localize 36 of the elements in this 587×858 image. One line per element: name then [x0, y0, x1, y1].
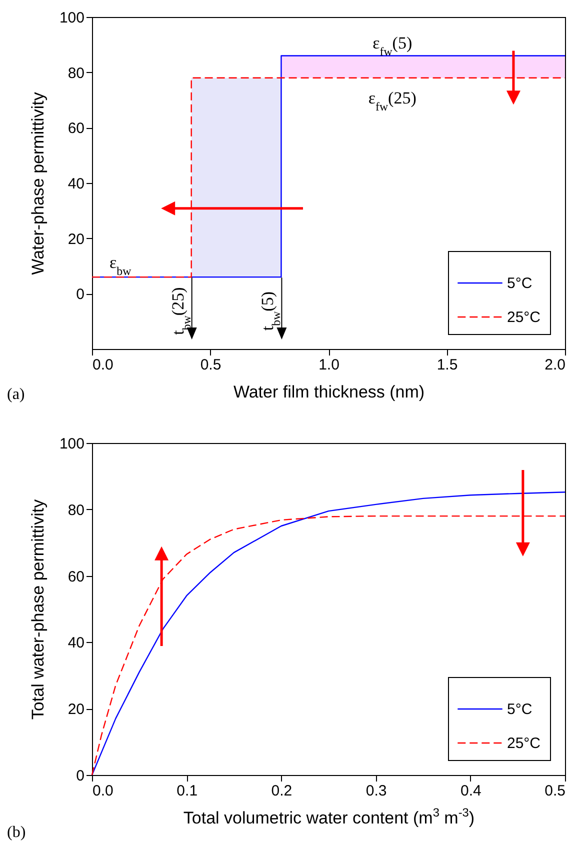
x-tick-label: 0.0 [92, 782, 114, 800]
x-tick-label: 0.2 [271, 782, 292, 800]
y-tick-label: 100 [59, 10, 84, 26]
y-tick-label: 80 [68, 64, 84, 82]
x-tick-label: 0.4 [460, 782, 482, 800]
y-tick-label: 20 [68, 701, 84, 718]
y-tick-label: 20 [68, 230, 84, 248]
annotation: ε$_{fw}$(25) [368, 88, 416, 114]
x-tick-label: 0.0 [92, 356, 114, 374]
y-tick-label: 40 [68, 176, 84, 192]
y-tick-label: 100 [59, 436, 84, 452]
y-tick-label: 40 [68, 634, 84, 652]
y-tick-label: 0 [76, 286, 84, 304]
x-tick-label: 0.5 [200, 356, 222, 374]
legend-label: 25°C [507, 735, 541, 752]
x-tick-label: 2.0 [544, 356, 566, 374]
x-axis-title: Water film thickness (nm) [233, 382, 425, 402]
x-tick-label: 0.1 [176, 782, 198, 800]
y-axis-title: Water-phase permittivity [28, 92, 48, 275]
y-tick-label: 0 [76, 768, 84, 784]
annotation: ε$_{fw}$(5) [372, 33, 412, 58]
legend-label: 5°C [507, 701, 532, 718]
x-tick-label: 1.5 [436, 356, 458, 374]
text: (a) [7, 386, 25, 403]
legend-label: 5°C [507, 275, 532, 292]
x-tick-label: 1.0 [318, 356, 340, 374]
text: (b) [7, 824, 26, 841]
x-tick-label: 0.3 [366, 782, 387, 800]
y-tick-label: 60 [68, 568, 84, 586]
x-tick-label: 0.5 [544, 782, 566, 800]
legend-label: 25°C [507, 309, 541, 326]
annotation: ε$_{bw}$ [110, 253, 132, 278]
y-tick-label: 80 [68, 502, 84, 519]
y-axis-title: Total water-phase permittivity [28, 498, 48, 720]
x-axis-title: Total volumetric water content (m$^{3}$ m$^{-3}$) [183, 806, 475, 828]
y-tick-label: 60 [68, 120, 84, 138]
